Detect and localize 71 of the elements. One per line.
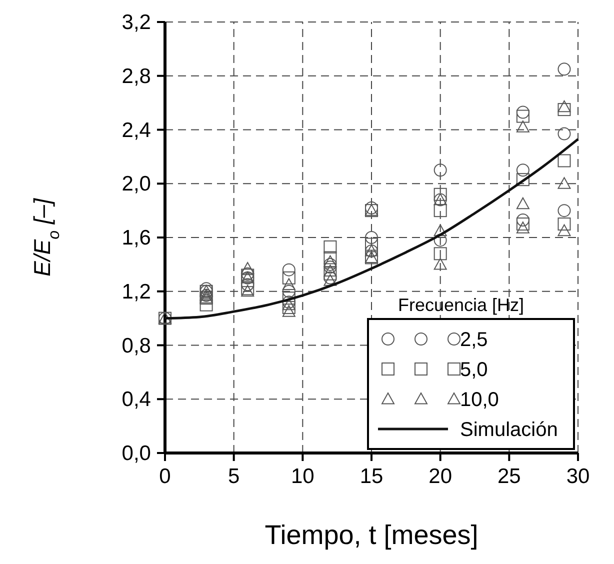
point: [241, 262, 254, 274]
y-tick-label: 3,2: [122, 11, 151, 34]
point: [434, 247, 447, 260]
point: [558, 103, 571, 116]
point: [241, 284, 254, 297]
point: [324, 240, 337, 254]
y-tick-label: 2,4: [122, 118, 152, 142]
point: [558, 177, 571, 189]
point: [282, 298, 296, 310]
point: [241, 274, 254, 288]
point: [434, 234, 447, 247]
point: [516, 173, 530, 186]
y-tick-label: 0,8: [122, 334, 151, 358]
x-tick-label: 10: [290, 465, 314, 488]
point: [558, 127, 571, 140]
point: [434, 188, 447, 201]
x-tick-label: 25: [497, 465, 521, 488]
point: [365, 201, 378, 214]
legend-title: Frecuencia [Hz]: [398, 295, 524, 315]
y-tick-label: 2,0: [122, 172, 151, 196]
y-tick-label: 1,6: [122, 226, 151, 250]
point: [282, 278, 296, 290]
point: [365, 238, 378, 251]
x-tick-label: 30: [566, 465, 590, 488]
y-tick-label: 2,8: [122, 64, 151, 88]
point: [516, 106, 530, 119]
x-axis-title: Tiempo, t [meses]: [264, 520, 478, 550]
point: [324, 251, 337, 264]
point: [200, 298, 213, 312]
point: [558, 154, 571, 168]
point: [324, 267, 337, 280]
point: [324, 274, 337, 286]
point: [282, 301, 296, 314]
point: [324, 258, 337, 271]
point: [558, 224, 571, 236]
x-tick-label: 5: [228, 465, 240, 488]
point: [516, 197, 530, 210]
point: [516, 218, 530, 231]
point: [324, 255, 337, 268]
x-tick-label: 0: [159, 465, 171, 488]
point: [282, 271, 296, 284]
point: [365, 231, 378, 244]
legend-label: 2,5: [460, 329, 488, 351]
point: [282, 305, 296, 317]
point: [516, 164, 530, 177]
point: [558, 218, 571, 231]
point: [434, 164, 447, 177]
point: [516, 213, 530, 226]
legend-label: 10,0: [460, 389, 499, 411]
x-tick-label: 15: [360, 465, 384, 488]
point: [516, 120, 530, 132]
point: [434, 204, 447, 218]
y-tick-label: 0,0: [122, 442, 151, 465]
y-tick-label: 1,2: [122, 280, 151, 304]
point: [516, 222, 530, 234]
point: [558, 204, 571, 218]
point: [434, 224, 447, 236]
point: [241, 282, 254, 296]
y-tick-label: 0,4: [122, 388, 152, 412]
point: [324, 264, 337, 276]
point: [282, 263, 296, 276]
point: [324, 271, 337, 284]
point: [558, 62, 571, 76]
legend-label: 5,0: [460, 359, 488, 381]
point: [282, 284, 296, 298]
point: [558, 100, 571, 112]
point: [434, 258, 447, 270]
point: [282, 292, 296, 305]
x-tick-label: 20: [428, 465, 452, 488]
legend-label: Simulación: [460, 419, 558, 441]
point: [516, 110, 530, 123]
